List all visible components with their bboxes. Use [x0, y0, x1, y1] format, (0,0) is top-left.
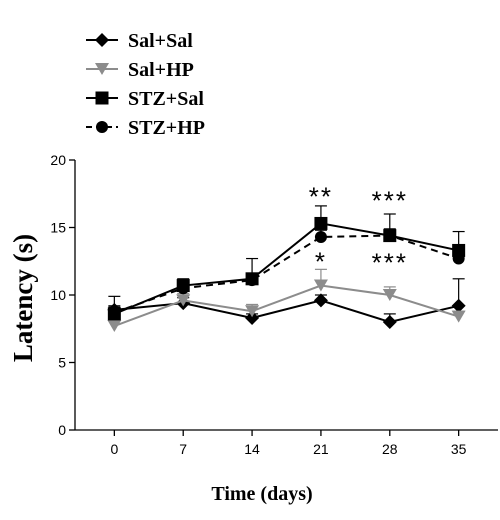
- legend-marker: [95, 63, 109, 75]
- data-point: [313, 293, 328, 308]
- significance-annotation: ***: [372, 186, 408, 216]
- x-tick-label: 14: [244, 441, 260, 457]
- series-Sal+HP: [107, 268, 466, 333]
- data-point: [382, 315, 397, 329]
- data-point: [451, 310, 466, 323]
- significance-annotation: **: [309, 181, 333, 211]
- x-tick-label: 35: [451, 441, 467, 457]
- y-axis-title: Latency (s): [8, 234, 38, 362]
- legend-marker: [96, 121, 108, 133]
- legend-marker: [95, 33, 109, 47]
- y-tick-label: 5: [58, 355, 66, 371]
- data-point: [314, 216, 328, 230]
- series-STZ+Sal: [107, 205, 466, 321]
- series-Sal+Sal: [107, 278, 466, 329]
- y-tick-label: 15: [50, 220, 66, 236]
- data-point: [313, 279, 328, 292]
- data-point: [452, 252, 465, 265]
- series-STZ+HP: [108, 228, 465, 319]
- chart-axes: 0 5 10 15 20 0 7 14 21 28 35: [50, 152, 498, 457]
- data-point: [246, 274, 259, 287]
- significance-annotation: *: [315, 246, 327, 276]
- data-point: [245, 310, 260, 325]
- data-point: [451, 298, 466, 313]
- x-tick-label: 7: [179, 441, 187, 457]
- legend-label: Sal+HP: [128, 59, 194, 81]
- significance-annotation: ***: [372, 248, 408, 278]
- x-tick-label: 0: [110, 441, 118, 457]
- legend-label: STZ+Sal: [128, 88, 204, 110]
- data-point: [314, 230, 327, 243]
- series-line: [113, 222, 459, 315]
- legend-marker: [95, 91, 109, 105]
- y-tick-label: 10: [50, 287, 66, 303]
- legend-item-STZ+Sal: STZ+Sal: [86, 88, 204, 110]
- series-line: [114, 299, 459, 324]
- chart-legend: Sal+Sal Sal+HP STZ+Sal STZ+HP: [86, 30, 205, 139]
- legend-item-Sal+Sal: Sal+Sal: [86, 30, 193, 52]
- data-point: [176, 294, 191, 307]
- x-tick-label: 28: [382, 441, 398, 457]
- plot-area: ********* *: [107, 181, 466, 333]
- data-point: [245, 305, 260, 318]
- data-point: [382, 289, 397, 301]
- series-line: [114, 234, 459, 314]
- legend-label: Sal+Sal: [128, 30, 193, 52]
- legend-item-Sal+HP: Sal+HP: [86, 59, 194, 81]
- data-point: [107, 320, 122, 333]
- data-point: [383, 229, 396, 242]
- x-axis-title: Time (days): [211, 483, 312, 505]
- data-point: [177, 282, 190, 295]
- y-tick-label: 20: [50, 152, 66, 168]
- series-line: [113, 284, 459, 327]
- legend-item-STZ+HP: STZ+HP: [86, 117, 205, 139]
- x-tick-label: 21: [313, 441, 329, 457]
- legend-label: STZ+HP: [128, 117, 205, 139]
- y-tick-label: 0: [58, 422, 66, 438]
- data-point: [108, 306, 121, 319]
- significance-annotation: *: [453, 248, 465, 278]
